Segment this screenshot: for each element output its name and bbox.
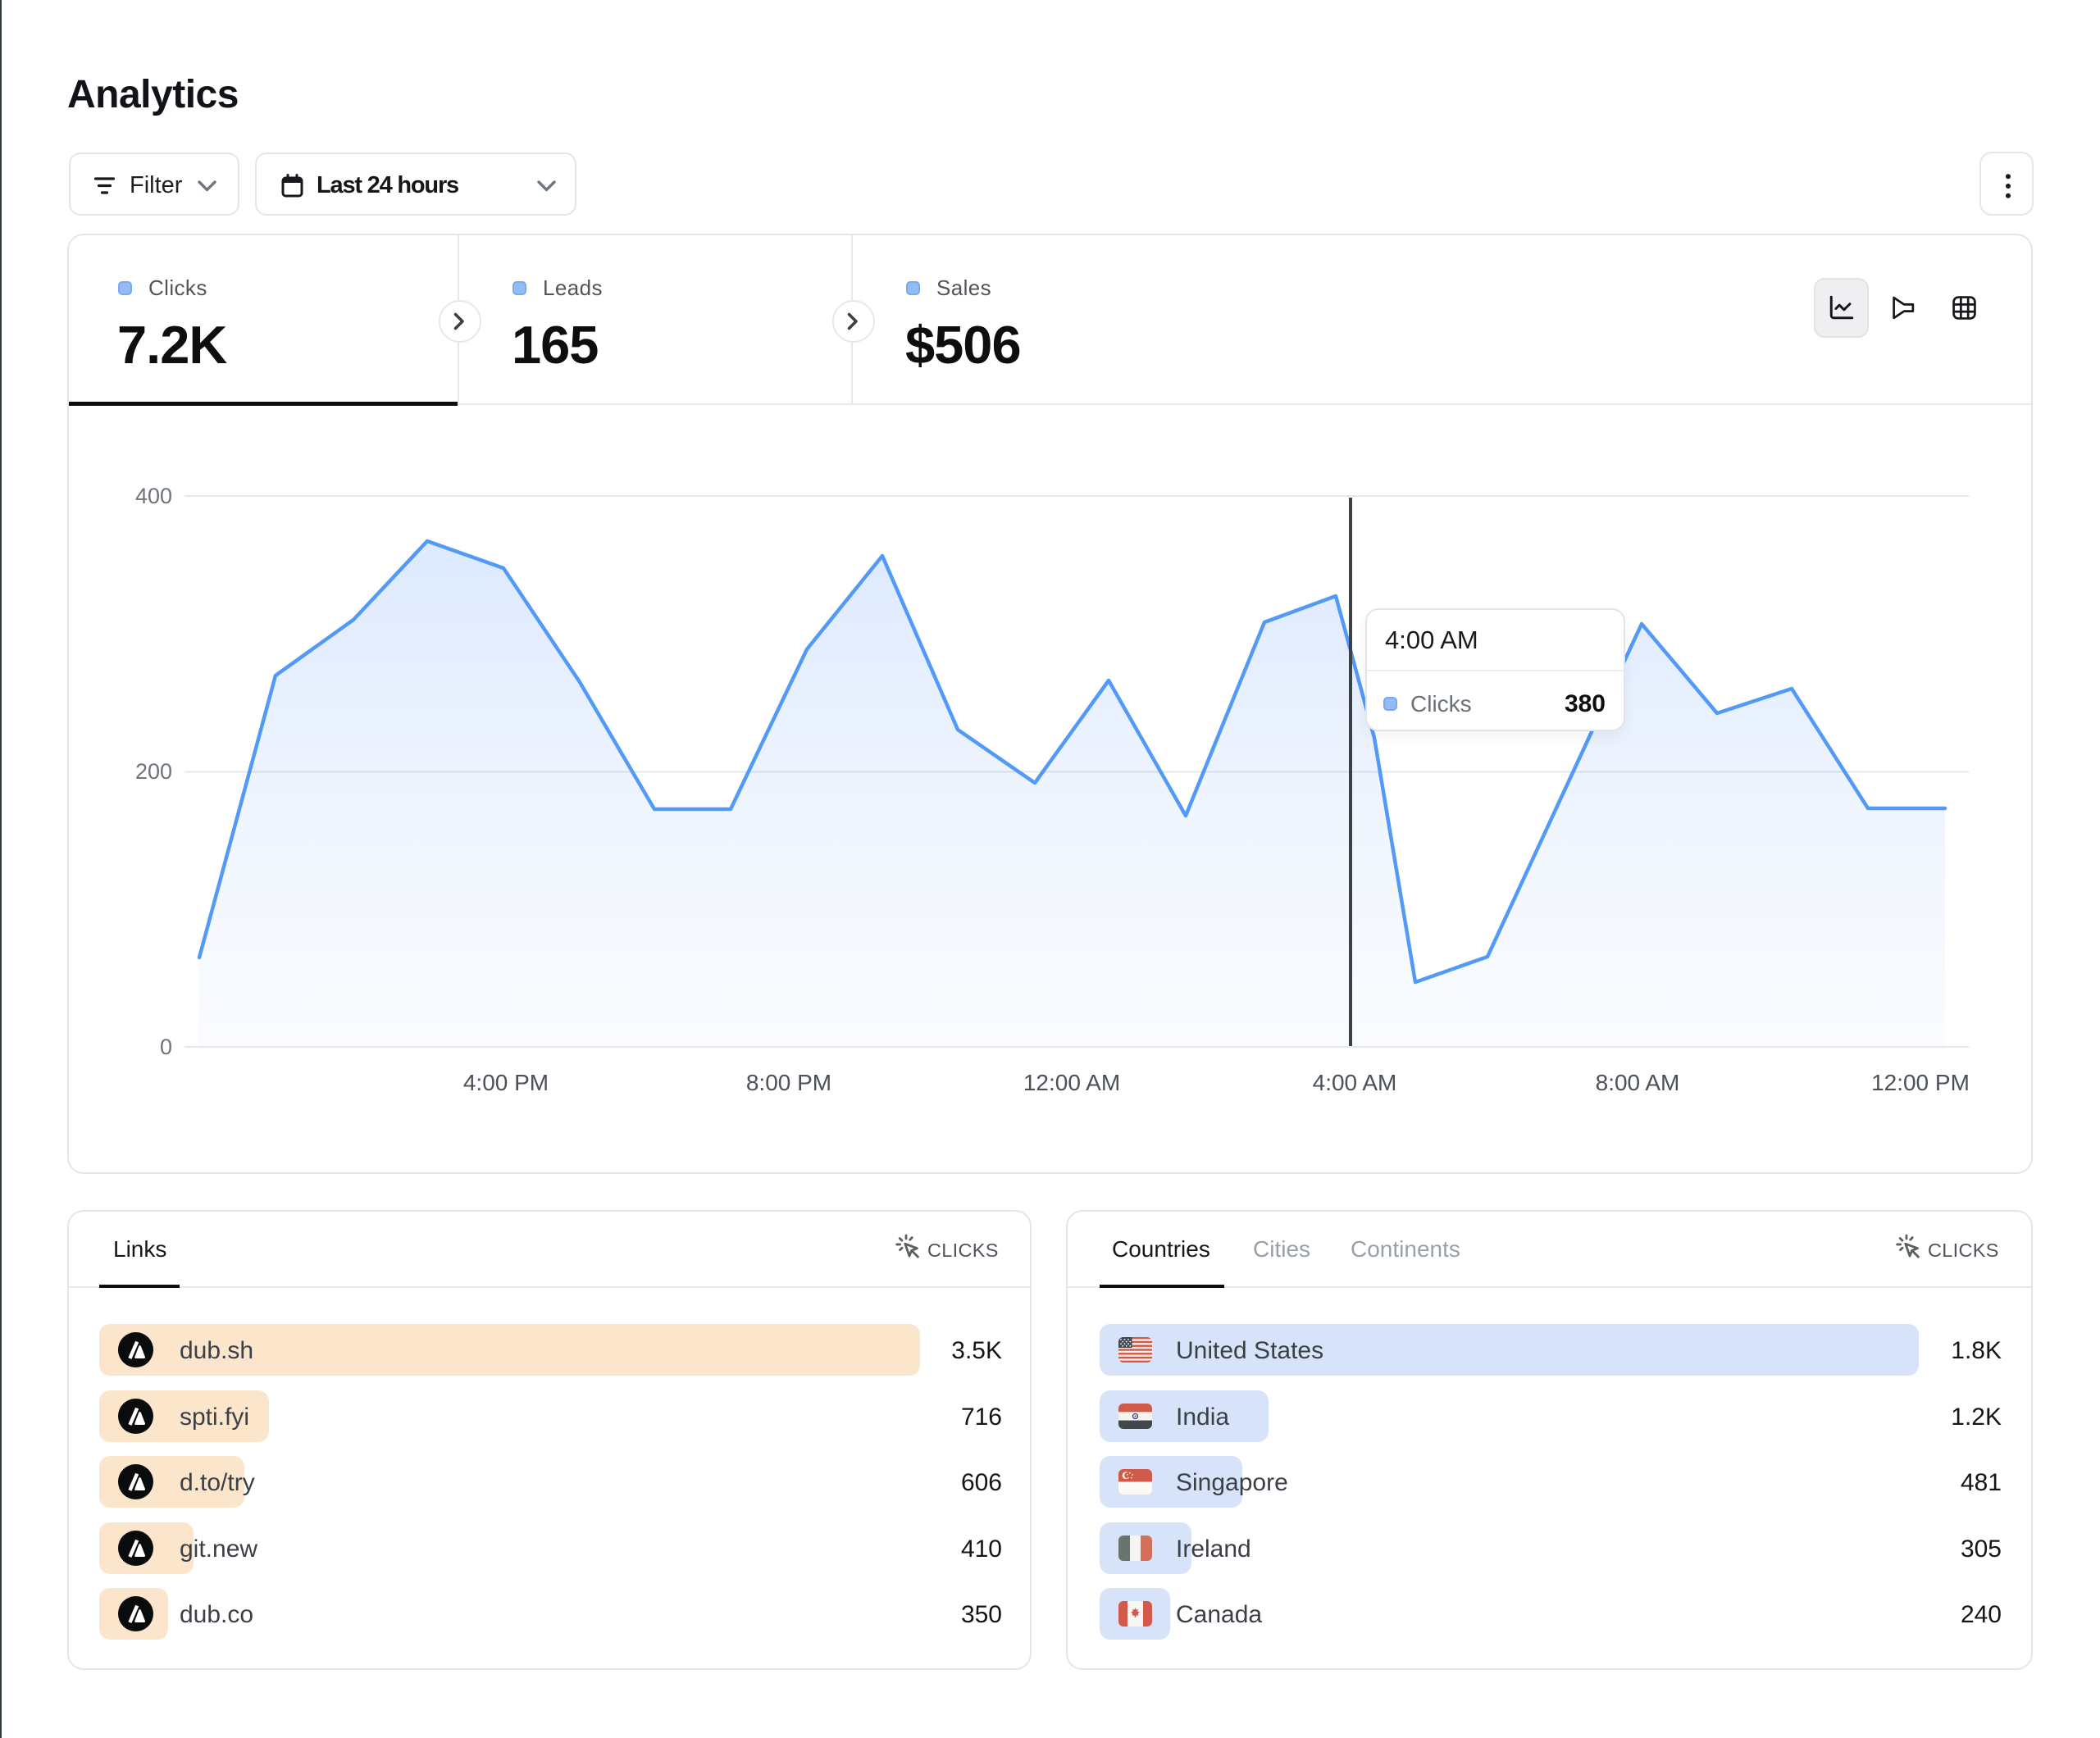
svg-text:12:00 AM: 12:00 AM xyxy=(1023,1070,1120,1095)
svg-text:4:00 AM: 4:00 AM xyxy=(1313,1070,1397,1095)
svg-text:8:00 PM: 8:00 PM xyxy=(746,1070,831,1095)
svg-text:400: 400 xyxy=(135,484,172,508)
svg-text:4:00 PM: 4:00 PM xyxy=(463,1070,549,1095)
svg-text:0: 0 xyxy=(160,1035,172,1059)
svg-text:8:00 AM: 8:00 AM xyxy=(1596,1070,1680,1095)
svg-text:200: 200 xyxy=(135,759,172,784)
svg-text:12:00 PM: 12:00 PM xyxy=(1871,1070,1970,1095)
